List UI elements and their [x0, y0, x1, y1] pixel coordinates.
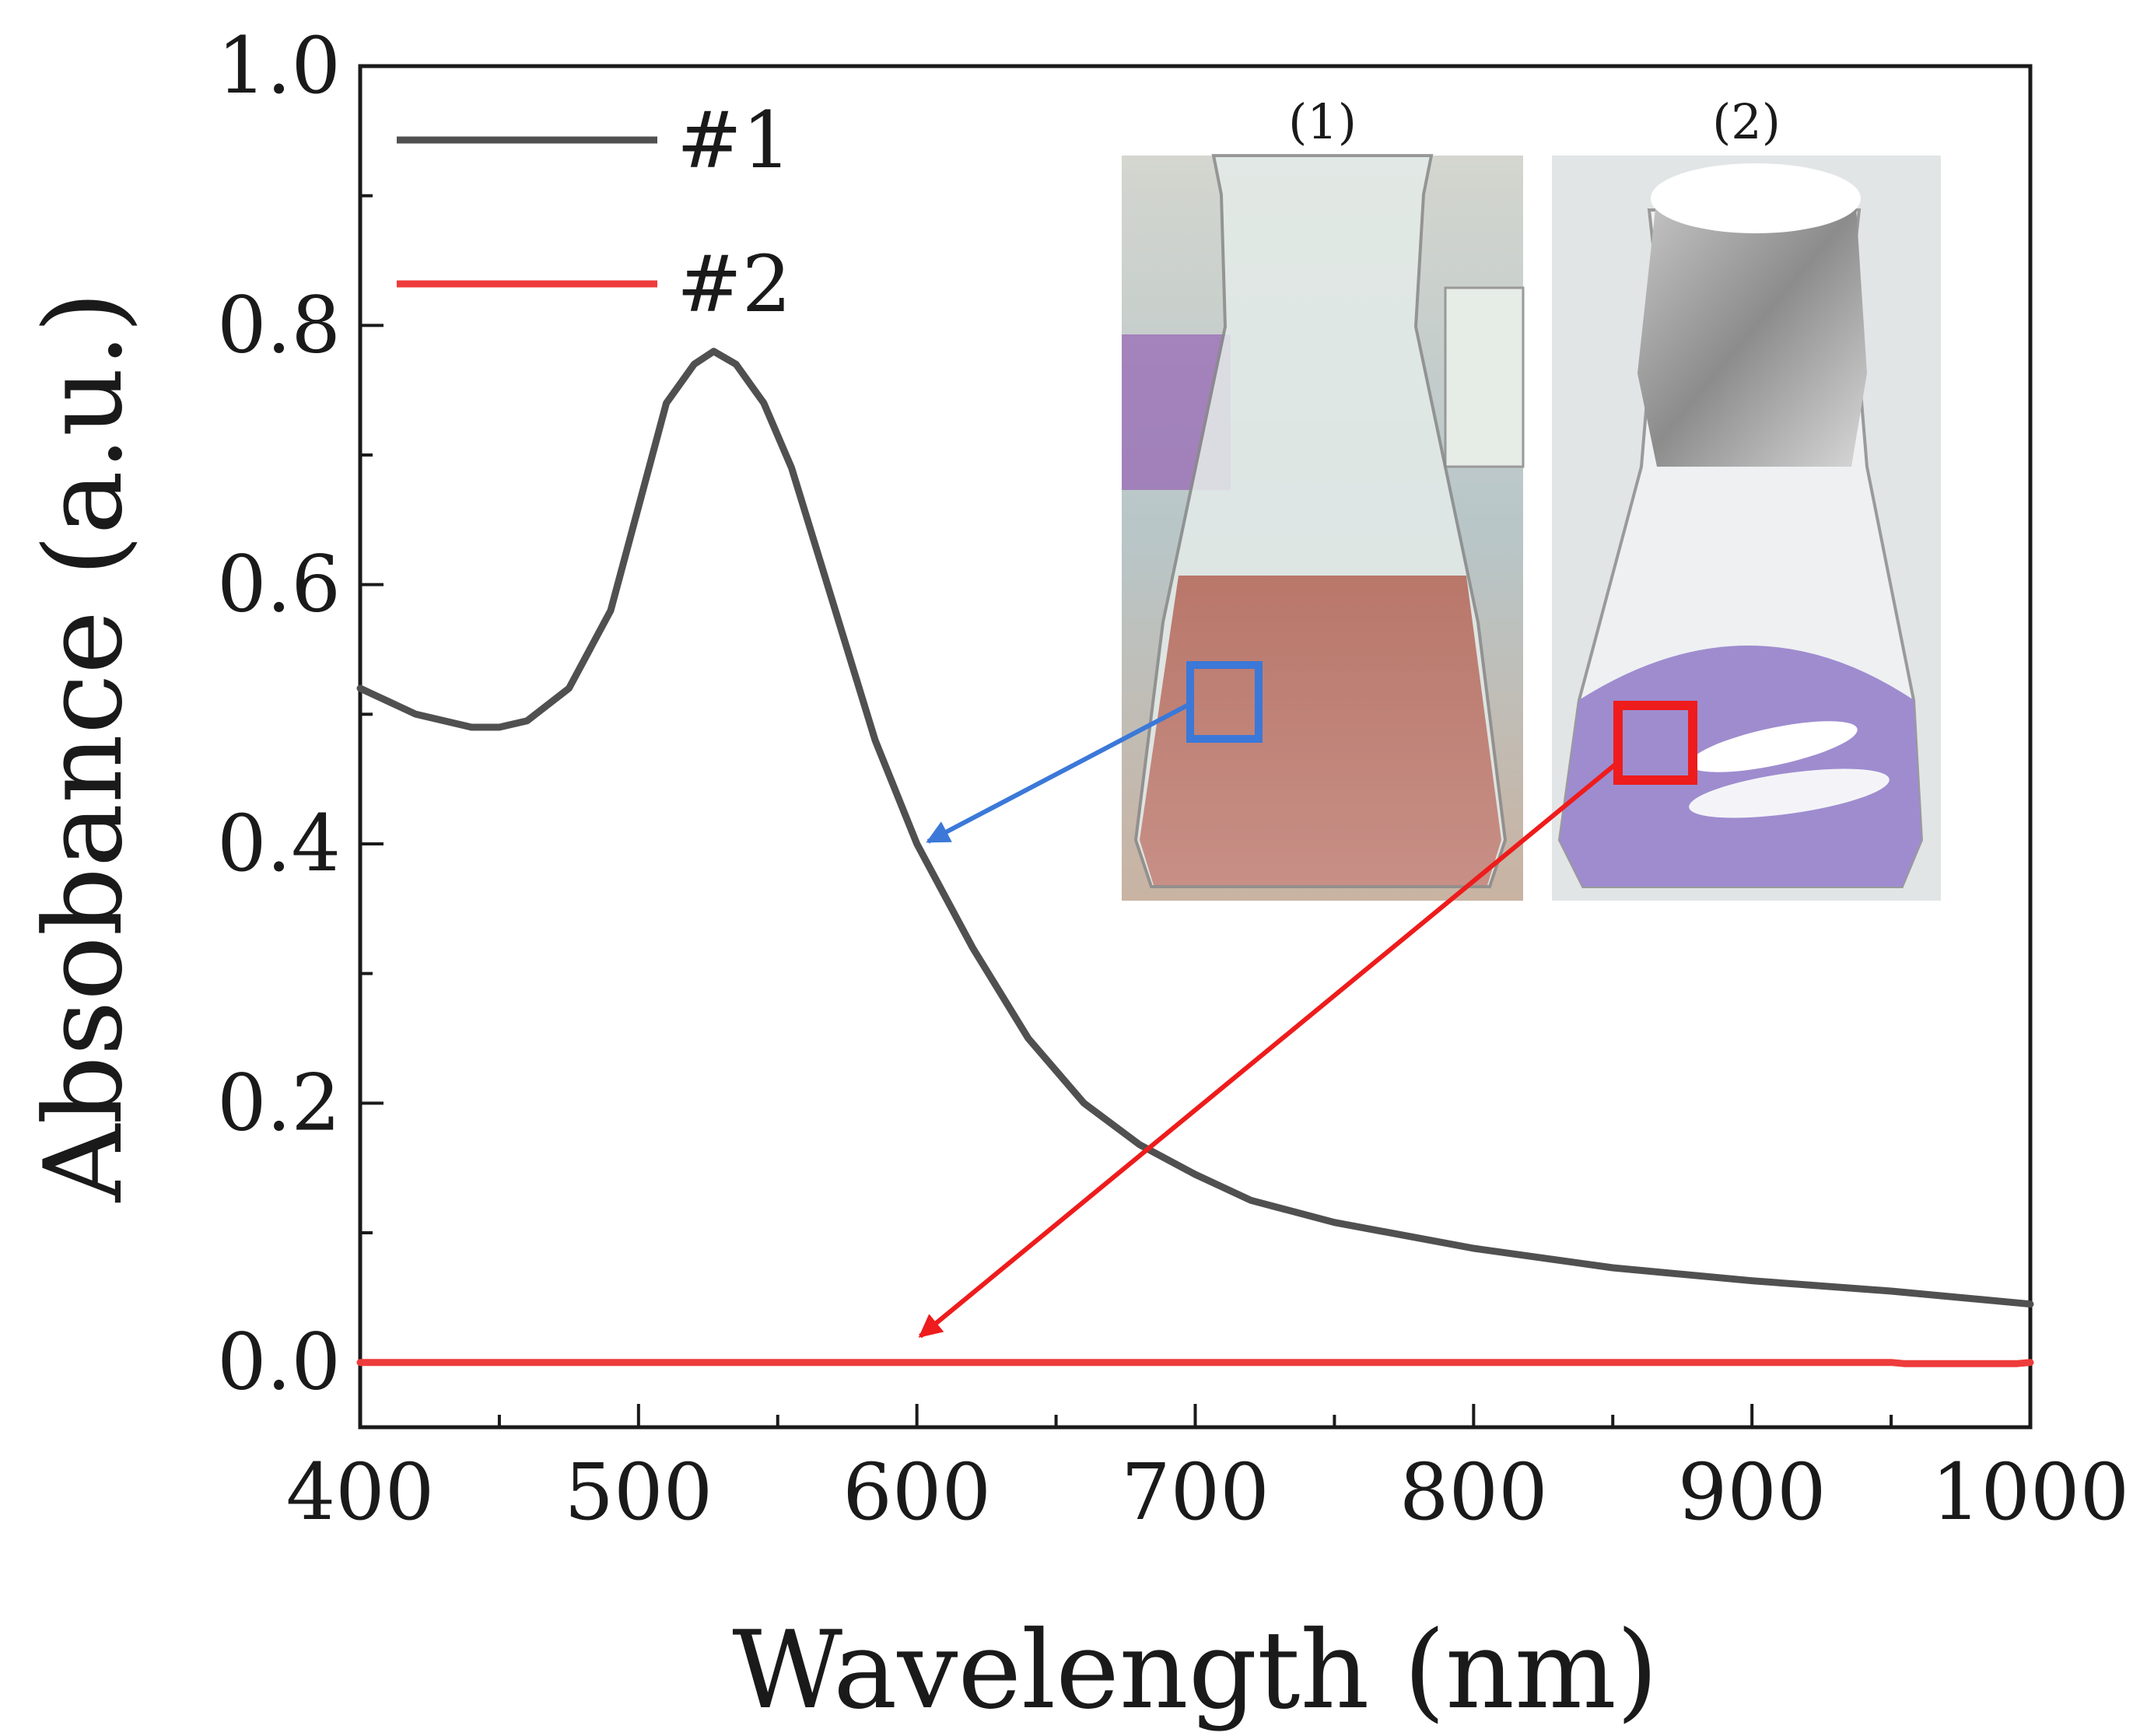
x-tick-label: 1000	[1932, 1447, 2130, 1538]
plot-axes: 400 500 600 700 800 900 1000 0.0 0.2 0.4 0.6 0.8 1.0…	[21, 20, 2129, 1733]
x-tick-label: 500	[564, 1447, 713, 1538]
x-tick-label: 400	[286, 1447, 435, 1538]
stir-bar-1	[1690, 721, 1858, 772]
inset-photo-2: (2)	[1552, 93, 1941, 901]
y-tick-label: 0.0	[217, 1317, 341, 1408]
y-tick-label: 0.6	[217, 539, 341, 630]
y-axis-title: Absobance (a.u.)	[21, 292, 146, 1203]
legend-label-1: #1	[677, 95, 791, 186]
inset-label-2: (2)	[1712, 93, 1781, 150]
x-tick-label: 600	[842, 1447, 991, 1538]
y-tick-label: 0.2	[217, 1057, 341, 1148]
callout-arrow-2	[918, 760, 1620, 1339]
callout-arrow-1	[926, 702, 1192, 844]
x-tick-label: 800	[1399, 1447, 1548, 1538]
series-line-1	[356, 348, 2034, 1308]
inset-label-1: (1)	[1288, 93, 1357, 150]
flask-1-liquid	[1140, 576, 1501, 885]
foil-top	[1651, 163, 1861, 233]
y-tick-label: 1.0	[217, 20, 341, 111]
inset-photo-1: (1)	[1122, 93, 1525, 901]
x-axis-title: Wavelength (nm)	[732, 1608, 1658, 1733]
series-layer	[356, 348, 2034, 1367]
series-line-2	[356, 1359, 2034, 1367]
y-tick-label: 0.4	[217, 798, 341, 889]
sample-marker-1	[1186, 661, 1263, 743]
foil-cap	[1637, 194, 1867, 467]
stir-bar-2	[1689, 768, 1890, 818]
x-tick-label: 900	[1678, 1447, 1827, 1538]
legend-label-2: #2	[677, 239, 791, 330]
sample-marker-2	[1613, 701, 1697, 785]
legend: #1 #2	[397, 95, 791, 330]
timer-device	[1444, 286, 1525, 468]
y-tick-label: 0.8	[217, 279, 341, 370]
x-tick-label: 700	[1121, 1447, 1270, 1538]
